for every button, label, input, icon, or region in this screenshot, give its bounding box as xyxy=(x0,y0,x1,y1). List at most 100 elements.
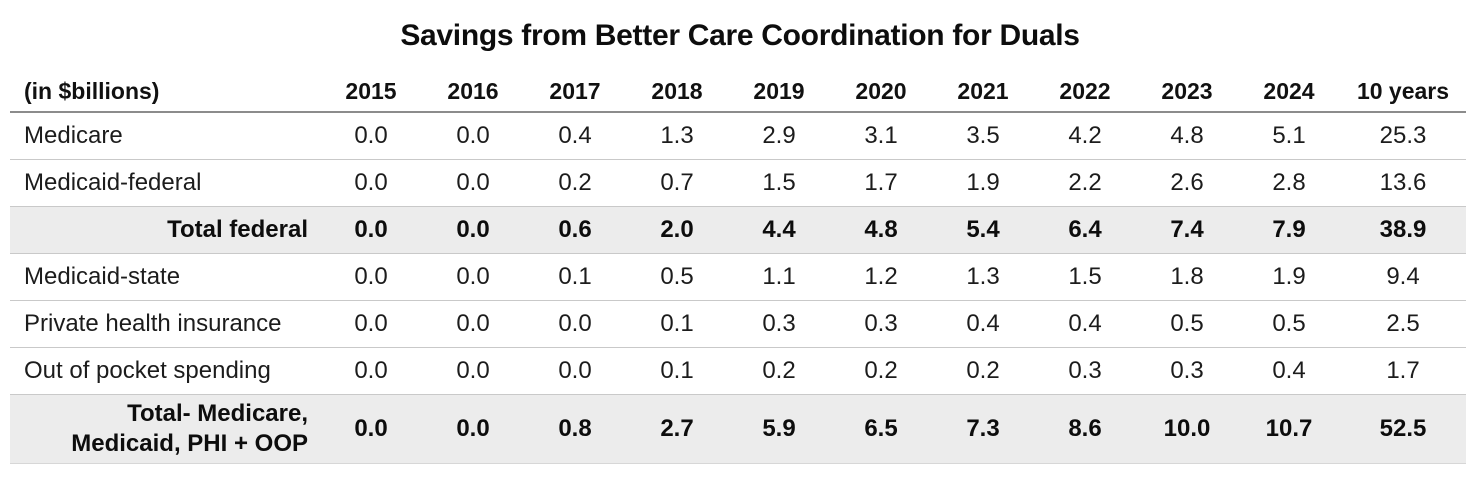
table-row: Total federal 0.0 0.0 0.6 2.0 4.4 4.8 5.4 6.4 7.4… xyxy=(10,206,1466,253)
value-cell: 13.6 xyxy=(1379,168,1427,196)
value-cell: 4.4 xyxy=(762,215,796,243)
value-cell: 1.7 xyxy=(864,168,898,196)
year-header-cell: 2016 xyxy=(447,77,499,104)
value-cell: 5.4 xyxy=(966,215,1000,243)
table-row: Out of pocket spending 0.0 0.0 0.0 0.1 0.2 0.2… xyxy=(10,347,1466,394)
value-cell: 0.0 xyxy=(456,215,490,243)
value-cell: 1.8 xyxy=(1170,262,1204,290)
value-cell: 1.1 xyxy=(762,262,796,290)
year-header-cell: 2018 xyxy=(651,77,703,104)
value-cell: 0.7 xyxy=(660,168,694,196)
year-header-cell: 2024 xyxy=(1263,77,1315,104)
value-cell: 0.1 xyxy=(660,356,694,384)
page-title: Savings from Better Care Coordination fo… xyxy=(400,19,1080,52)
value-cell: 5.9 xyxy=(762,414,796,442)
value-cell: 0.0 xyxy=(558,356,592,384)
table-row: Medicaid-federal 0.0 0.0 0.2 0.7 1.5 1.7 1.9 2.2… xyxy=(10,159,1466,206)
value-cell: 2.7 xyxy=(660,414,694,442)
value-cell: 25.3 xyxy=(1379,121,1427,149)
value-cell: 2.0 xyxy=(660,215,694,243)
value-cell: 0.0 xyxy=(456,414,490,442)
value-cell: 0.0 xyxy=(354,262,388,290)
value-cell: 1.3 xyxy=(660,121,694,149)
year-header-cell: 2020 xyxy=(855,77,907,104)
value-cell: 0.0 xyxy=(354,215,388,243)
year-header-cell: 2023 xyxy=(1161,77,1213,104)
value-cell: 0.4 xyxy=(558,121,592,149)
value-cell: 0.3 xyxy=(1170,356,1204,384)
value-cell: 38.9 xyxy=(1379,215,1427,243)
value-cell: 1.9 xyxy=(966,168,1000,196)
value-cell: 4.8 xyxy=(864,215,898,243)
year-header-cell: 2021 xyxy=(957,77,1009,104)
row-label: Out of pocket spending xyxy=(24,356,271,384)
value-cell: 2.9 xyxy=(762,121,796,149)
value-cell: 5.1 xyxy=(1272,121,1306,149)
table-row: Medicaid-state 0.0 0.0 0.1 0.5 1.1 1.2 1.3 1.5 1.… xyxy=(10,253,1466,300)
value-cell: 0.2 xyxy=(966,356,1000,384)
year-header-cell: 10 years xyxy=(1356,77,1450,104)
row-label: Medicare xyxy=(24,121,123,149)
value-cell: 6.4 xyxy=(1068,215,1102,243)
value-cell: 0.1 xyxy=(558,262,592,290)
year-header-cell: 2022 xyxy=(1059,77,1111,104)
row-label: Total- Medicare, Medicaid, PHI + OOP xyxy=(71,399,308,457)
table-header-row: (in $billions) 2015 2016 2017 2018 2019 2020 2… xyxy=(10,71,1466,112)
value-cell: 0.2 xyxy=(762,356,796,384)
value-cell: 7.9 xyxy=(1272,215,1306,243)
value-cell: 2.6 xyxy=(1170,168,1204,196)
value-cell: 0.0 xyxy=(456,356,490,384)
value-cell: 1.7 xyxy=(1386,356,1420,384)
table-row: Medicare 0.0 0.0 0.4 1.3 2.9 3.1 3.5 4.2 4.8 5.1 25… xyxy=(10,112,1466,159)
value-cell: 0.3 xyxy=(762,309,796,337)
table-row: Total- Medicare, Medicaid, PHI + OOP 0.0 0.… xyxy=(10,394,1466,463)
table-body: Medicare 0.0 0.0 0.4 1.3 2.9 3.1 3.5 4.2 4.8 5.1 25… xyxy=(10,112,1466,463)
value-cell: 0.0 xyxy=(354,356,388,384)
value-cell: 1.5 xyxy=(762,168,796,196)
value-cell: 0.5 xyxy=(1170,309,1204,337)
value-cell: 0.3 xyxy=(864,309,898,337)
value-cell: 1.2 xyxy=(864,262,898,290)
value-cell: 0.0 xyxy=(354,121,388,149)
value-cell: 0.2 xyxy=(864,356,898,384)
value-cell: 0.2 xyxy=(558,168,592,196)
value-cell: 0.0 xyxy=(558,309,592,337)
year-header-cell: 2019 xyxy=(753,77,805,104)
value-cell: 0.1 xyxy=(660,309,694,337)
row-label: Medicaid-federal xyxy=(24,168,202,196)
value-cell: 0.0 xyxy=(456,309,490,337)
value-cell: 2.5 xyxy=(1386,309,1420,337)
value-cell: 0.5 xyxy=(1272,309,1306,337)
table-row: Private health insurance 0.0 0.0 0.0 0.1 0.3 0… xyxy=(10,300,1466,347)
savings-table: (in $billions) 2015 2016 2017 2018 2019 2020 2… xyxy=(10,71,1466,464)
value-cell: 3.1 xyxy=(864,121,898,149)
value-cell: 0.4 xyxy=(1272,356,1306,384)
value-cell: 6.5 xyxy=(864,414,898,442)
value-cell: 7.4 xyxy=(1170,215,1204,243)
value-cell: 0.0 xyxy=(456,262,490,290)
year-header-cell: 2017 xyxy=(549,77,601,104)
value-cell: 4.2 xyxy=(1068,121,1102,149)
row-label: Private health insurance xyxy=(24,309,282,337)
value-cell: 52.5 xyxy=(1379,414,1427,442)
row-label: Total federal xyxy=(167,215,308,243)
value-cell: 3.5 xyxy=(966,121,1000,149)
value-cell: 10.0 xyxy=(1163,414,1211,442)
value-cell: 9.4 xyxy=(1386,262,1420,290)
value-cell: 8.6 xyxy=(1068,414,1102,442)
value-cell: 0.6 xyxy=(558,215,592,243)
year-header-cell: 2015 xyxy=(345,77,397,104)
value-cell: 2.2 xyxy=(1068,168,1102,196)
value-cell: 0.3 xyxy=(1068,356,1102,384)
value-cell: 0.5 xyxy=(660,262,694,290)
value-cell: 7.3 xyxy=(966,414,1000,442)
value-cell: 0.0 xyxy=(354,168,388,196)
value-cell: 0.0 xyxy=(354,309,388,337)
value-cell: 4.8 xyxy=(1170,121,1204,149)
value-cell: 0.0 xyxy=(456,121,490,149)
value-cell: 1.9 xyxy=(1272,262,1306,290)
value-cell: 0.0 xyxy=(354,414,388,442)
row-label: Medicaid-state xyxy=(24,262,181,290)
value-cell: 0.8 xyxy=(558,414,592,442)
